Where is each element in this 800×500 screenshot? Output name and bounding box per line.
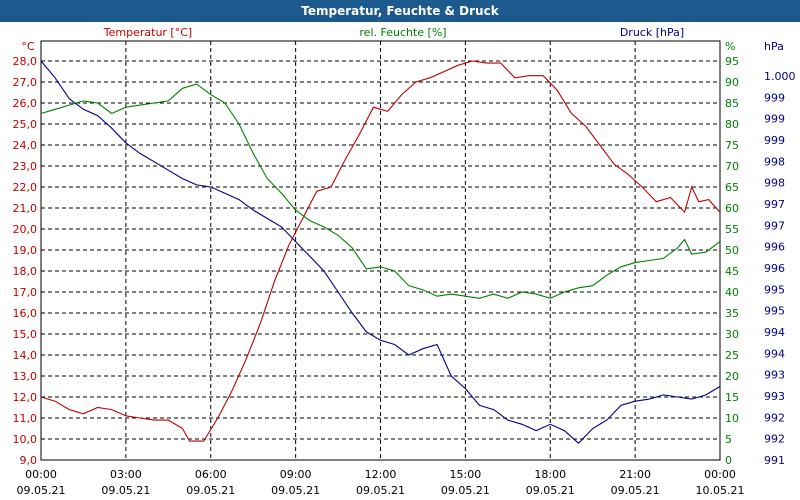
temp-tick-label: 24,0 (13, 139, 38, 152)
pressure-tick-label: 999 (764, 134, 785, 147)
humidity-tick-label: 65 (725, 181, 739, 194)
series-line-temperatur (40, 60, 721, 442)
series-line-rel-feuchte (40, 83, 721, 299)
x-tick-date: 09.05.21 (271, 484, 320, 497)
pressure-tick-label: 1.000 (764, 70, 796, 83)
pressure-tick-label: 995 (764, 305, 785, 318)
pressure-tick-label: 997 (764, 219, 785, 232)
temp-tick-label: 28,0 (13, 55, 38, 68)
temp-tick-label: 19,0 (13, 244, 38, 257)
x-tick-date: 09.05.21 (186, 484, 235, 497)
pressure-tick-label: 994 (764, 347, 785, 360)
humidity-tick-label: 55 (725, 223, 739, 236)
pressure-tick-label: 998 (764, 177, 785, 190)
temp-tick-label: 26,0 (13, 97, 38, 110)
temp-tick-label: 16,0 (13, 307, 38, 320)
x-tick-time: 00:00 (25, 468, 57, 481)
pressure-tick-label: 994 (764, 326, 785, 339)
temp-tick-label: 13,0 (13, 370, 38, 383)
pressure-tick-label: 993 (764, 369, 785, 382)
x-tick-time: 00:00 (704, 468, 736, 481)
temp-tick-label: 14,0 (13, 349, 38, 362)
temp-tick-label: 25,0 (13, 118, 38, 131)
x-tick-time: 15:00 (450, 468, 482, 481)
pressure-tick-label: 999 (764, 91, 785, 104)
temp-tick-label: 27,0 (13, 76, 38, 89)
pressure-tick-label: 996 (764, 262, 785, 275)
temp-tick-label: 9,0 (20, 454, 38, 467)
humidity-tick-label: 50 (725, 244, 739, 257)
axes-group: 9,0 10,0 11,0 12,0 13,0 14,0 15,0 16,0 17,0 18,0 1… (13, 26, 796, 497)
temp-tick-label: 18,0 (13, 265, 38, 278)
humidity-tick-label: 25 (725, 349, 739, 362)
series-line-druck (40, 60, 721, 444)
humidity-tick-label: 75 (725, 139, 739, 152)
temp-tick-label: 12,0 (13, 391, 38, 404)
humidity-tick-label: 80 (725, 118, 739, 131)
x-tick-date: 09.05.21 (611, 484, 660, 497)
humidity-tick-label: 35 (725, 307, 739, 320)
grid (40, 41, 721, 461)
x-tick-date: 09.05.21 (17, 484, 66, 497)
pressure-tick-label: 992 (764, 433, 785, 446)
x-tick-time: 21:00 (619, 468, 651, 481)
humidity-tick-label: 85 (725, 97, 739, 110)
pressure-tick-label: 996 (764, 241, 785, 254)
humidity-tick-label: 10 (725, 412, 739, 425)
x-tick-time: 06:00 (195, 468, 227, 481)
humidity-tick-label: 90 (725, 76, 739, 89)
humidity-tick-label: 45 (725, 265, 739, 278)
humidity-tick-label: 0 (725, 454, 732, 467)
humidity-axis-title: rel. Feuchte [%] (359, 26, 446, 39)
humidity-tick-label: 20 (725, 370, 739, 383)
pressure-tick-label: 992 (764, 411, 785, 424)
x-tick-time: 03:00 (110, 468, 142, 481)
chart-title: Temperatur, Feuchte & Druck (0, 0, 800, 22)
pressure-tick-label: 999 (764, 113, 785, 126)
humidity-tick-label: 70 (725, 160, 739, 173)
series-group (40, 60, 721, 444)
temp-tick-label: 21,0 (13, 202, 38, 215)
chart: 9,0 10,0 11,0 12,0 13,0 14,0 15,0 16,0 17,0 18,0 1… (13, 26, 796, 497)
temp-unit-label: °C (21, 40, 35, 53)
temp-tick-label: 17,0 (13, 286, 38, 299)
x-tick-time: 18:00 (534, 468, 566, 481)
pressure-axis-title: Druck [hPa] (620, 26, 684, 39)
pressure-tick-label: 991 (764, 454, 785, 467)
x-tick-time: 12:00 (365, 468, 397, 481)
humidity-tick-label: 30 (725, 328, 739, 341)
humidity-tick-label: 60 (725, 202, 739, 215)
pressure-unit-label: hPa (764, 40, 784, 53)
x-tick-date: 09.05.21 (526, 484, 575, 497)
temp-axis-title: Temperatur [°C] (103, 26, 192, 39)
x-tick-date: 09.05.21 (441, 484, 490, 497)
pressure-tick-label: 997 (764, 198, 785, 211)
temp-tick-label: 15,0 (13, 328, 38, 341)
x-tick-date: 09.05.21 (356, 484, 405, 497)
humidity-tick-label: 40 (725, 286, 739, 299)
humidity-tick-label: 95 (725, 55, 739, 68)
humidity-tick-label: 5 (725, 433, 732, 446)
pressure-tick-label: 998 (764, 155, 785, 168)
humidity-tick-label: 15 (725, 391, 739, 404)
x-tick-date: 09.05.21 (101, 484, 150, 497)
pressure-tick-label: 995 (764, 283, 785, 296)
x-tick-time: 09:00 (280, 468, 312, 481)
temp-tick-label: 20,0 (13, 223, 38, 236)
temp-tick-label: 11,0 (13, 412, 38, 425)
humidity-unit-label: % (725, 40, 735, 53)
temp-tick-label: 23,0 (13, 160, 38, 173)
temp-tick-label: 22,0 (13, 181, 38, 194)
pressure-tick-label: 993 (764, 390, 785, 403)
x-tick-date: 10.05.21 (696, 484, 745, 497)
temp-tick-label: 10,0 (13, 433, 38, 446)
